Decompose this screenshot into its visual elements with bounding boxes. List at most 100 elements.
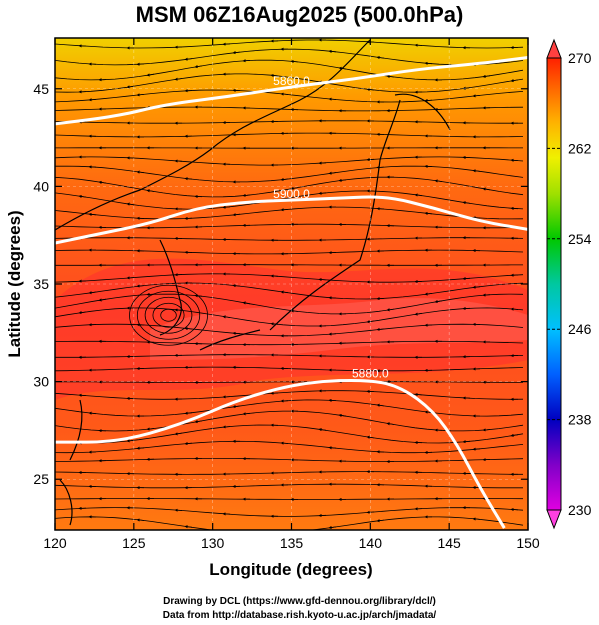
wind-arrow (270, 322, 279, 326)
x-tick-label: 130 (201, 535, 225, 551)
streamline (55, 323, 524, 337)
wind-arrow (184, 441, 193, 446)
wind-arrow (280, 92, 289, 96)
wind-arrow (194, 420, 203, 424)
wind-arrow (184, 411, 193, 415)
wind-arrow (482, 293, 491, 297)
colorbar: 230 238 246 254 262 270 (546, 38, 592, 530)
x-tick-label: 150 (516, 535, 540, 551)
contour-line (55, 56, 528, 126)
y-tick-label: 40 (33, 178, 49, 194)
wind-arrow (510, 307, 519, 311)
wind-arrow (126, 202, 135, 206)
wind-arrow (242, 193, 251, 198)
wind-arrow (98, 298, 107, 302)
wind-arrow (136, 518, 145, 522)
wind-arrow (414, 312, 423, 316)
wind-arrow (338, 413, 347, 418)
wind-arrow (472, 169, 481, 173)
wind-arrow (386, 74, 395, 78)
wind-arrow (328, 332, 337, 336)
wind-arrow (280, 290, 289, 294)
wind-arrow (462, 201, 471, 205)
wind-arrow (328, 171, 337, 175)
x-tick-label: 125 (122, 535, 146, 551)
wind-arrow (482, 428, 491, 432)
wind-arrow (136, 284, 145, 288)
wind-arrow (184, 57, 193, 61)
wind-arrow (126, 439, 135, 443)
wind-arrow (376, 55, 385, 60)
colorbar-tick-label: 238 (568, 412, 592, 428)
wind-arrow (184, 326, 193, 331)
y-axis-label: Latitude (degrees) (5, 210, 24, 357)
wind-arrow (232, 405, 241, 409)
streamline (55, 176, 524, 198)
swirl-streamline (144, 296, 193, 334)
x-tick-label: 120 (43, 535, 67, 551)
swirl-streamline (152, 302, 185, 328)
streamline (55, 340, 524, 346)
wind-arrow (482, 74, 491, 78)
wind-arrow (366, 435, 375, 439)
grid-lines (55, 38, 528, 530)
swirl-streamline (129, 284, 208, 346)
wind-arrow (222, 42, 231, 46)
wind-arrow (414, 193, 423, 197)
wind-arrow (328, 97, 337, 101)
wind-arrow (424, 211, 433, 215)
map-title: MSM 06Z16Aug2025 (500.0hPa) (135, 2, 464, 27)
wind-arrow (290, 309, 299, 313)
streamline (55, 516, 524, 530)
wind-arrow (290, 59, 299, 64)
wind-arrow (174, 77, 183, 81)
wind-arrow (376, 403, 385, 407)
y-tick-label: 35 (33, 276, 49, 292)
wind-arrow (78, 311, 87, 315)
wind-arrow (328, 446, 337, 450)
wind-arrow (222, 315, 231, 319)
streamline (55, 106, 524, 112)
wind-arrow (88, 212, 97, 216)
wind-arrow (184, 177, 193, 181)
drawing-credit: Drawing by DCL (https://www.gfd-dennou.o… (163, 596, 436, 607)
swirl-streamline (160, 308, 177, 322)
wind-arrow (146, 189, 155, 193)
wind-arrow (232, 213, 241, 217)
streamline (55, 165, 524, 183)
colorbar-tick-label: 262 (568, 140, 592, 156)
colorbar-tick-label: 246 (568, 321, 592, 337)
contour-line (55, 378, 506, 529)
wind-arrow (136, 170, 145, 174)
wind-arrow (242, 301, 251, 305)
wind-arrow (376, 327, 385, 332)
wind-arrow (270, 73, 279, 78)
streamline (55, 440, 524, 454)
wind-arrow (126, 85, 135, 89)
x-tick-label: 145 (437, 535, 461, 551)
streamline (55, 399, 524, 417)
wind-arrow (318, 277, 327, 282)
colorbar-tick-label: 230 (568, 502, 592, 518)
wind-streamlines (55, 38, 524, 530)
colorbar-tick-label: 254 (568, 231, 592, 247)
streamline (55, 264, 523, 266)
wind-arrow (434, 299, 443, 304)
wind-arrow (280, 441, 289, 445)
y-tick-label: 25 (33, 471, 49, 487)
wind-arrow (146, 427, 155, 431)
wind-arrow (366, 87, 375, 92)
wind-arrow (232, 284, 241, 288)
data-credit: Data from http://database.rish.kyoto-u.a… (162, 610, 437, 621)
wind-arrow (462, 440, 471, 444)
wind-arrow (386, 308, 395, 312)
streamline (55, 132, 524, 138)
wind-arrow (366, 320, 375, 324)
wind-arrow (472, 517, 481, 521)
wind-arrow (424, 292, 433, 296)
wind-arrow (280, 208, 289, 212)
wind-arrow (472, 94, 481, 98)
wind-arrow (280, 177, 289, 182)
